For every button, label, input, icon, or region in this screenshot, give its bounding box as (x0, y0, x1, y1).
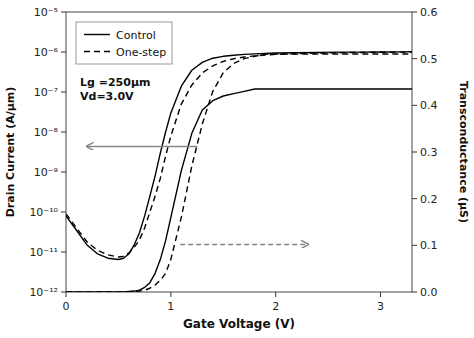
y-tick (61, 172, 66, 173)
y2-tick-label: 0.2 (420, 193, 438, 206)
y2-tick (412, 152, 417, 153)
y2-tick (412, 105, 417, 106)
axis-arrow (87, 146, 198, 148)
x-tick-label: 3 (377, 300, 384, 313)
y-tick-label: 10⁻¹⁰ (29, 206, 58, 219)
y-tick-label: 10⁻⁶ (34, 46, 59, 59)
y-tick (61, 132, 66, 133)
y2-tick-label: 0.1 (420, 239, 438, 252)
chart: 0 1 2 3 10⁻¹² 10⁻¹¹ 10⁻¹⁰ 10⁻⁹ 10⁻⁸ 10⁻⁷ 10⁻⁶ 10⁻⁵ 0… (0, 0, 474, 338)
y-tick (61, 212, 66, 213)
series-line (66, 89, 412, 292)
y-tick (61, 92, 66, 93)
y-tick (61, 12, 66, 13)
axis-arrow (180, 244, 308, 246)
y2-tick-label: 0.6 (420, 6, 438, 19)
y2-tick (412, 245, 417, 246)
y2-tick-label: 0.3 (420, 146, 438, 159)
y2-tick (412, 292, 417, 293)
plot-frame (66, 12, 412, 292)
y-tick-label: 10⁻⁸ (34, 126, 59, 139)
annotation-text: Lg =250μm (80, 76, 150, 89)
plot-area (66, 12, 412, 292)
axes: 0 1 2 3 10⁻¹² 10⁻¹¹ 10⁻¹⁰ 10⁻⁹ 10⁻⁸ 10⁻⁷ 10⁻⁶ 10⁻⁵ 0… (29, 6, 437, 313)
legend-swatch (84, 51, 110, 52)
y-tick-label: 10⁻⁷ (34, 86, 58, 99)
y2-tick-label: 0.4 (420, 99, 438, 112)
y-tick (61, 52, 66, 53)
x-tick-label: 1 (167, 300, 174, 313)
y2-tick-label: 0.0 (420, 286, 438, 299)
annotation: Lg =250μmVd=3.0V (76, 72, 160, 106)
series-line (66, 54, 412, 292)
y-tick-label: 10⁻¹² (29, 286, 58, 299)
y-tick-label: 10⁻⁹ (34, 166, 58, 179)
y-tick (61, 252, 66, 253)
y2-tick-label: 0.5 (420, 53, 438, 66)
annotation-box (76, 72, 160, 106)
y2-tick (412, 12, 417, 13)
x-axis-label: Gate Voltage (V) (183, 317, 295, 331)
y2-tick (412, 58, 417, 59)
y-axis-label: Drain Current (A/μm) (4, 87, 17, 218)
x-tick (275, 292, 276, 297)
legend: Control One-step (76, 22, 172, 64)
y-tick-label: 10⁻¹¹ (29, 246, 58, 259)
legend-swatch (84, 34, 110, 35)
x-tick (170, 292, 171, 297)
series-line (66, 52, 412, 257)
x-tick-label: 0 (63, 300, 70, 313)
legend-label: One-step (116, 46, 166, 59)
legend-label: Control (116, 29, 156, 42)
annotation-text: Vd=3.0V (80, 90, 134, 103)
legend-box (76, 22, 172, 64)
y-tick (61, 292, 66, 293)
x-tick (66, 292, 67, 297)
x-tick (380, 292, 381, 297)
x-tick-label: 2 (272, 300, 279, 313)
series-line (66, 52, 412, 260)
y2-axis-label: Transconductance (μS) (457, 81, 470, 223)
y2-tick (412, 198, 417, 199)
series-group (66, 52, 412, 292)
y-tick-label: 10⁻⁵ (34, 6, 58, 19)
